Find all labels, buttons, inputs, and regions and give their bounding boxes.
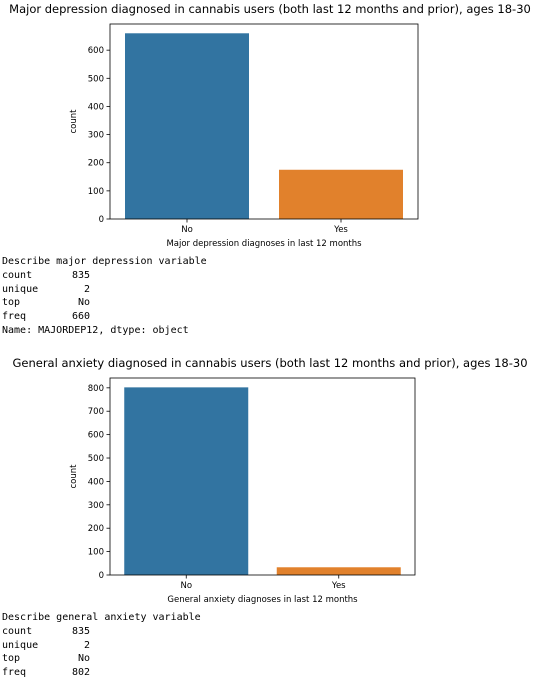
describe-output-general-anxiety: Describe general anxiety variable count 83… (2, 611, 201, 680)
describe-key: unique (2, 639, 39, 651)
describe-footer: Name: MAJORDEP12, dtype: object (2, 324, 189, 336)
y-axis-label: count (69, 109, 79, 134)
x-tick-label: No (180, 581, 192, 591)
describe-key: freq (2, 311, 27, 323)
describe-value: No (77, 297, 90, 309)
describe-row-count: count 835 (2, 269, 207, 283)
y-tick-label: 800 (88, 384, 104, 394)
plot-frame (109, 377, 416, 576)
bar-no (124, 387, 249, 575)
describe-row-top: top No (2, 296, 207, 310)
y-tick-label: 0 (99, 215, 104, 225)
describe-header: Describe major depression variable (2, 256, 207, 267)
y-tick-label: 100 (88, 187, 104, 197)
describe-row-freq: freq 802 (2, 666, 201, 680)
plot-frame (109, 23, 419, 220)
chart-major-depression: Major depression diagnosed in cannabis u… (0, 0, 540, 252)
chart-title: Major depression diagnosed in cannabis u… (9, 2, 531, 16)
y-axis-label: count (69, 464, 79, 489)
chart-svg: Major depression diagnosed in cannabis u… (9, 2, 531, 249)
chart-general-anxiety: General anxiety diagnosed in cannabis us… (0, 352, 540, 608)
describe-output-major-depression: Describe major depression variable count 8… (2, 255, 207, 338)
describe-row-count: count 835 (2, 625, 201, 639)
describe-value: 2 (83, 639, 90, 651)
y-tick-label: 0 (99, 571, 104, 581)
bar-yes (279, 169, 403, 219)
y-tick-label: 200 (88, 524, 104, 534)
y-tick-label: 300 (88, 501, 104, 511)
chart-svg: General anxiety diagnosed in cannabis us… (12, 356, 527, 605)
describe-value: No (77, 653, 90, 665)
describe-value: 835 (71, 269, 90, 281)
y-tick-label: 300 (88, 131, 104, 141)
x-tick-label: No (181, 225, 193, 235)
y-tick-label: 100 (88, 548, 104, 558)
chart-title: General anxiety diagnosed in cannabis us… (12, 356, 527, 370)
describe-key: top (2, 653, 21, 665)
x-tick-label: Yes (333, 225, 348, 235)
bar-yes (276, 567, 401, 575)
describe-value: 802 (71, 667, 90, 679)
y-tick-label: 500 (88, 454, 104, 464)
describe-key: unique (2, 283, 39, 295)
describe-row-freq: freq 660 (2, 310, 207, 324)
y-tick-label: 400 (88, 102, 104, 112)
describe-header: Describe general anxiety variable (2, 612, 201, 623)
describe-row-unique: unique 2 (2, 283, 207, 297)
y-tick-label: 600 (88, 431, 104, 441)
x-axis-label: General anxiety diagnoses in last 12 mon… (167, 595, 358, 605)
y-tick-label: 500 (88, 74, 104, 84)
describe-row-unique: unique 2 (2, 639, 201, 653)
y-tick-label: 200 (88, 159, 104, 169)
x-tick-label: Yes (331, 581, 346, 591)
describe-key: top (2, 297, 21, 309)
x-axis-label: Major depression diagnoses in last 12 mo… (166, 239, 362, 249)
y-tick-label: 600 (88, 46, 104, 56)
describe-key: freq (2, 667, 27, 679)
describe-value: 835 (71, 625, 90, 637)
describe-row-top: top No (2, 652, 201, 666)
describe-value: 660 (71, 311, 90, 323)
describe-key: count (2, 625, 33, 637)
bar-no (125, 33, 249, 220)
describe-key: count (2, 269, 33, 281)
describe-value: 2 (83, 283, 90, 295)
y-tick-label: 700 (88, 407, 104, 417)
y-tick-label: 400 (88, 477, 104, 487)
